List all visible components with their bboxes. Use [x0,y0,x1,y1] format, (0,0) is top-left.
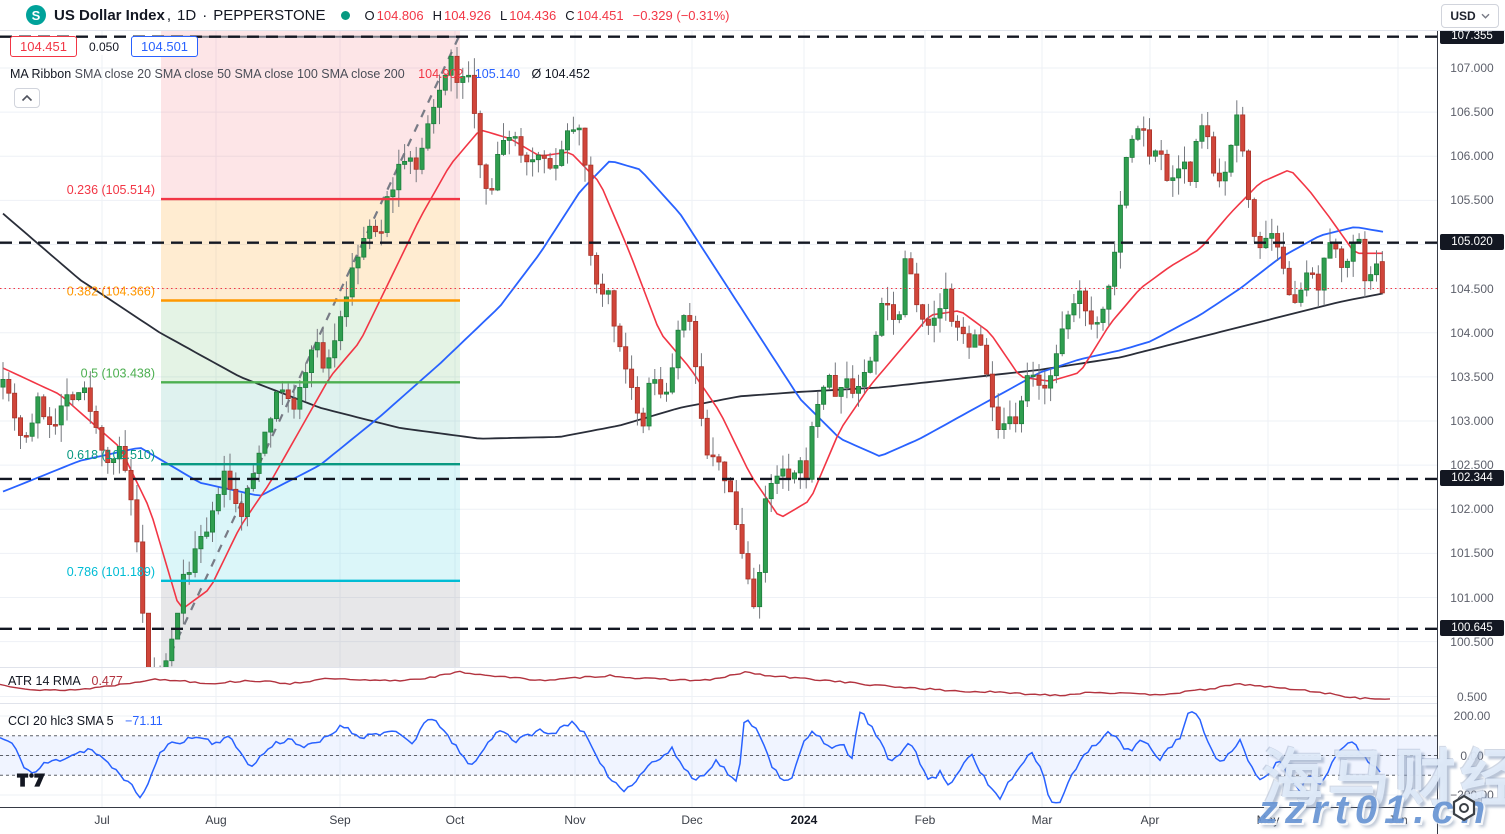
price-level-badge: 107.355 [1440,27,1504,44]
spread-value: 0.050 [86,38,123,55]
order-widget: 104.451 0.050 104.501 [10,36,199,57]
title-dot: · [202,6,208,24]
market-open-icon [341,10,351,20]
fib-level-label: 0.236 (105.514) [67,183,155,197]
chevron-up-icon [21,94,33,102]
time-tick-label: Jun [1388,813,1408,827]
price-tick-label: 100.500 [1450,634,1494,649]
atr-tick-label: 0.500 [1456,689,1488,704]
price-tick-label: 107.000 [1450,61,1494,75]
price-level-badge: 100.645 [1440,619,1504,636]
tradingview-logo[interactable] [16,770,46,795]
price-tick-label: 106.000 [1450,149,1494,164]
tradingview-logo-icon [16,773,46,787]
fib-level-label: 0.618 (102.510) [67,448,155,462]
time-tick-label: Nov [564,813,586,827]
change-value: −0.329 (−0.31%) [632,7,730,23]
cci-tick-label: −200.00 [1450,788,1494,802]
cci-legend[interactable]: CCI 20 hlc3 SMA 5 −71.11 [8,714,163,728]
time-tick-label: Feb [914,813,936,827]
price-tick-label: 103.500 [1450,369,1494,384]
cci-tick-label: 0.00 [1460,748,1484,763]
price-tick-label: 101.500 [1450,546,1494,561]
close-label: C [565,7,575,23]
chart-header: S US Dollar Index, 1D · PEPPERSTONE O 104… [0,0,1505,31]
buy-price-button[interactable]: 104.501 [131,36,199,57]
currency-dropdown[interactable]: USD [1441,4,1499,28]
time-tick-label: Aug [205,813,227,827]
close-value: 104.451 [576,7,624,23]
cci-label: CCI 20 hlc3 SMA 5 [8,714,114,728]
ma-ribbon-legend[interactable]: MA Ribbon SMA close 20 SMA close 50 SMA … [10,67,590,81]
currency-value: USD [1450,9,1476,23]
ma-ribbon-value-50: 105.140 [474,67,521,81]
atr-label: ATR 14 RMA [8,674,81,688]
broker-name: PEPPERSTONE [213,6,326,24]
price-tick-label: 102.000 [1450,502,1494,517]
price-axis[interactable]: 107.000 106.500 106.000 105.500 104.500 104.0… [1437,0,1505,834]
price-tick-label: 106.500 [1450,105,1494,120]
symbol-title[interactable]: S US Dollar Index, 1D · PEPPERSTONE [0,5,325,25]
cci-value: −71.11 [125,714,163,728]
price-tick-label: 103.000 [1450,414,1494,428]
low-label: L [500,7,508,23]
open-value: 104.806 [376,7,424,23]
time-axis[interactable]: Jul Aug Sep Oct Nov Dec 2024 Feb Mar Apr May Jun [0,807,1437,834]
fib-level-label: 0.382 (104.366) [67,285,155,299]
atr-value: 0.477 [91,674,123,688]
time-tick-label: Jul [94,813,110,827]
atr-legend[interactable]: ATR 14 RMA 0.477 [8,674,123,688]
ma-ribbon-params-text: SMA close 20 SMA close 50 SMA close 100 … [74,67,405,81]
ma-ribbon-average: Ø 104.452 [531,67,590,81]
open-label: O [364,7,375,23]
symbol-logo-icon: S [26,5,46,25]
price-tick-label: 102.500 [1450,458,1494,473]
time-tick-label: May [1256,813,1280,827]
price-level-badge: 102.344 [1440,469,1504,486]
price-level-badge: 105.020 [1440,233,1504,250]
low-value: 104.436 [509,7,557,23]
time-tick-label: Mar [1031,813,1053,827]
time-tick-label: Oct [445,813,465,827]
cci-tick-label: 200.00 [1453,709,1491,723]
high-value: 104.926 [444,7,491,23]
time-tick-label: 2024 [790,813,818,827]
price-tick-label: 104.500 [1450,281,1494,296]
fib-level-label: 0.5 (103.438) [81,366,155,380]
timeframe-label[interactable]: 1D [177,6,197,24]
ma-ribbon-title: MA Ribbon [10,67,72,81]
ma-ribbon-value-20: 104.902 [418,67,464,81]
time-tick-label: Dec [681,813,703,827]
collapse-legend-button[interactable] [14,88,40,108]
price-tick-label: 105.500 [1450,193,1494,208]
title-comma: , [166,6,172,24]
symbol-name: US Dollar Index [54,6,165,24]
price-tick-label: 101.000 [1450,590,1494,605]
chevron-down-icon [1481,13,1490,19]
time-tick-label: Sep [329,813,351,827]
high-label: H [432,7,442,23]
chart-canvas[interactable]: 0.236 (105.514) 0.382 (104.366) 0.5 (103.4… [0,0,1437,834]
price-tick-label: 104.000 [1450,325,1494,340]
fib-level-label: 0.786 (101.189) [67,565,155,579]
sell-price-button[interactable]: 104.451 [10,36,77,57]
ohlc-readout: O 104.806 H 104.926 L 104.436 C 104.451 −0.3… [364,8,729,23]
time-tick-label: Apr [1140,813,1160,827]
